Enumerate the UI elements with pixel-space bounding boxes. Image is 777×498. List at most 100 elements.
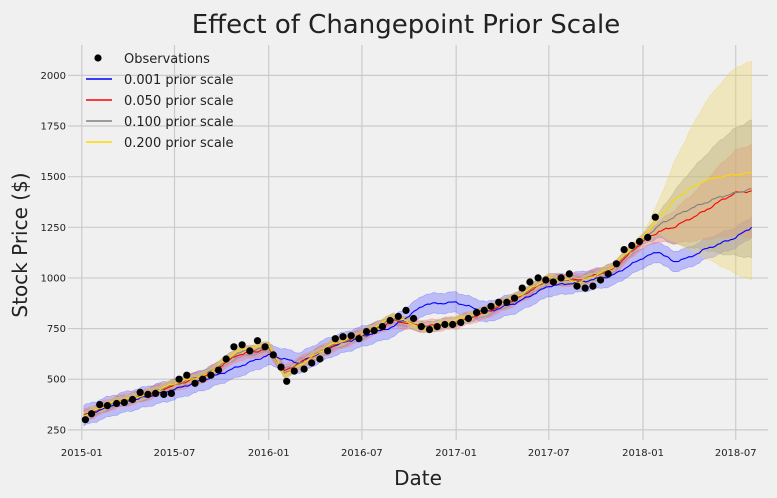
- observation-point: [120, 398, 128, 407]
- observation-point: [246, 347, 254, 355]
- y-tick-label: 1000: [41, 273, 66, 284]
- y-tick-label: 750: [47, 324, 66, 335]
- legend-label: 0.100 prior scale: [124, 115, 233, 130]
- observation-point: [449, 320, 457, 329]
- observation-point: [549, 278, 558, 286]
- observation-point: [565, 270, 573, 278]
- observation-point: [160, 390, 168, 398]
- observation-point: [487, 302, 495, 310]
- observation-point: [175, 375, 183, 383]
- observation-point: [589, 282, 597, 290]
- observation-point: [635, 237, 644, 246]
- observation-point: [457, 318, 465, 327]
- legend-entry: 0.001 prior scale: [86, 73, 233, 88]
- observation-point: [144, 390, 152, 398]
- y-tick-label: 1500: [41, 172, 66, 183]
- observation-point: [88, 410, 96, 418]
- observation-points: [81, 213, 659, 424]
- observation-point: [473, 308, 481, 316]
- observation-point: [503, 298, 511, 306]
- observation-point: [283, 377, 291, 385]
- legend-label: 0.050 prior scale: [124, 94, 233, 109]
- observation-point: [207, 371, 215, 379]
- y-tick-label: 500: [47, 375, 66, 386]
- y-tick-label: 1250: [41, 223, 66, 234]
- observation-point: [534, 274, 542, 282]
- x-tick-label: 2018-01: [622, 448, 664, 459]
- observation-point: [113, 399, 121, 408]
- y-tick-label: 2000: [41, 71, 66, 82]
- observation-point: [612, 260, 621, 268]
- observation-point: [355, 335, 363, 343]
- observation-point: [230, 343, 238, 351]
- observation-point: [402, 306, 410, 314]
- grid: [68, 45, 768, 440]
- observation-point: [269, 351, 277, 359]
- legend: Observations 0.001 prior scale 0.050 prior…: [86, 52, 233, 151]
- observation-point: [96, 401, 104, 409]
- observation-point: [214, 366, 223, 374]
- observation-point: [277, 363, 285, 371]
- observation-point: [290, 367, 298, 375]
- observation-point: [573, 282, 581, 290]
- observation-point: [651, 213, 659, 221]
- legend-label: 0.200 prior scale: [124, 136, 233, 151]
- observation-point: [620, 246, 628, 254]
- observation-point: [526, 278, 534, 286]
- observation-point: [324, 347, 332, 355]
- observation-point: [261, 343, 269, 351]
- observation-point: [597, 276, 605, 284]
- observation-point: [386, 316, 394, 325]
- observation-point: [253, 337, 262, 345]
- y-axis-ticks: 250 500 750 1000 1250 1500 1750 2000: [41, 71, 66, 436]
- x-tick-label: 2017-01: [435, 448, 477, 459]
- x-tick-label: 2017-07: [528, 448, 570, 459]
- observation-point: [495, 298, 503, 306]
- observation-point: [518, 284, 526, 292]
- observation-point: [378, 323, 386, 331]
- legend-entry: 0.050 prior scale: [86, 94, 233, 109]
- legend-entry-observations: Observations: [94, 52, 210, 67]
- x-tick-label: 2016-01: [248, 448, 290, 459]
- x-tick-label: 2016-07: [341, 448, 383, 459]
- observation-point: [604, 270, 612, 278]
- y-tick-label: 250: [47, 425, 66, 436]
- chart-title: Effect of Changepoint Prior Scale: [192, 10, 620, 40]
- observation-point: [222, 355, 230, 363]
- observation-point: [441, 320, 449, 329]
- observation-point: [183, 371, 191, 379]
- observation-point: [191, 379, 199, 387]
- observation-point: [331, 335, 339, 343]
- legend-entry: 0.100 prior scale: [86, 115, 233, 130]
- x-tick-label: 2015-01: [61, 448, 103, 459]
- observation-point: [347, 332, 355, 340]
- observation-point: [370, 327, 378, 335]
- observation-point: [339, 333, 347, 341]
- observation-point: [308, 359, 316, 367]
- legend-entry: 0.200 prior scale: [86, 136, 233, 151]
- observation-point: [410, 314, 418, 323]
- legend-label: Observations: [124, 52, 210, 67]
- observation-point: [557, 274, 565, 282]
- observation-point: [136, 388, 144, 396]
- observation-point: [644, 233, 652, 241]
- observation-point: [480, 306, 488, 314]
- legend-marker: [94, 54, 102, 62]
- observation-point: [103, 402, 111, 410]
- observation-point: [362, 328, 371, 336]
- observation-point: [464, 314, 472, 323]
- observation-point: [510, 294, 519, 302]
- observation-point: [433, 323, 441, 331]
- observation-point: [81, 416, 89, 424]
- observation-point: [542, 276, 550, 284]
- observation-point: [152, 389, 160, 397]
- observation-point: [628, 241, 636, 250]
- y-axis-label: Stock Price ($): [8, 172, 32, 317]
- observation-point: [417, 323, 425, 331]
- observation-point: [238, 341, 246, 349]
- x-axis-ticks: 2015-01 2015-07 2016-01 2016-07 2017-01 2017-…: [61, 448, 757, 459]
- observation-point: [316, 355, 324, 363]
- x-axis-label: Date: [394, 466, 442, 490]
